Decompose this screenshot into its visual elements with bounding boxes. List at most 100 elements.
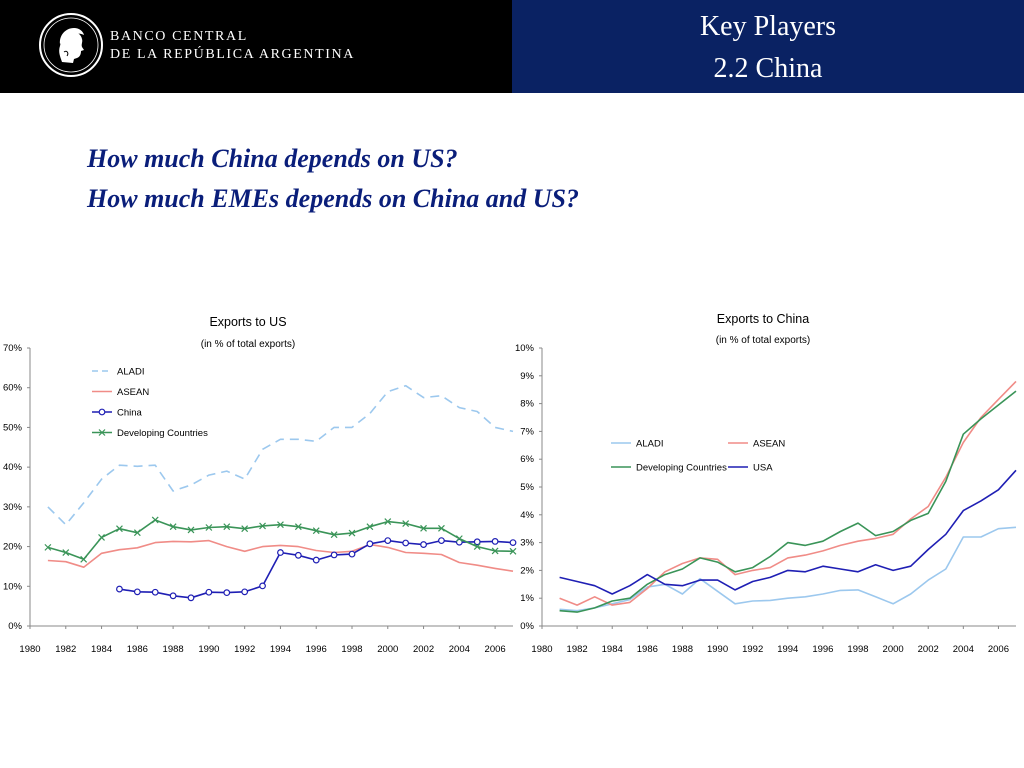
china-x-tick-label: 1986: [637, 644, 658, 655]
us-legend-developing-countries-label: Developing Countries: [117, 428, 208, 439]
us-x-tick-label: 1988: [163, 644, 184, 655]
china-x-tick-label: 2000: [883, 644, 904, 655]
china-chart-subtitle: (in % of total exports): [716, 335, 810, 346]
us-series-developing-countries-point: [277, 521, 284, 529]
us-x-tick-label: 1986: [127, 644, 148, 655]
us-series-china-point: [205, 588, 213, 596]
us-legend-asean-label: ASEAN: [117, 387, 149, 398]
us-series-developing-countries-point: [62, 549, 70, 556]
us-series-aladi-line: [47, 384, 514, 526]
us-legend-china-label: China: [117, 408, 143, 419]
us-series-china-point: [402, 539, 410, 547]
us-x-tick-label: 1998: [341, 644, 362, 655]
china-y-tick-label: 9%: [520, 371, 534, 382]
china-legend-developing-countries-label: Developing Countries: [636, 463, 727, 474]
china-y-tick-label: 8%: [520, 399, 534, 410]
bank-name-line-2: DE LA REPÚBLICA ARGENTINA: [110, 47, 355, 62]
china-y-tick-label: 3%: [520, 538, 534, 549]
china-y-tick-label: 10%: [515, 343, 535, 354]
china-legend-usa-label: USA: [753, 463, 773, 474]
us-y-tick-label: 60%: [3, 383, 23, 394]
us-series-china-point: [241, 588, 249, 596]
china-chart-title: Exports to China: [717, 312, 809, 326]
china-series-developing-countries-line: [559, 390, 1017, 613]
china-legend-aladi-label: ALADI: [636, 439, 663, 450]
question-china-on-us: How much China depends on US?: [87, 144, 458, 173]
us-series-china-point: [491, 538, 499, 545]
china-y-tick-label: 0%: [520, 621, 534, 632]
us-x-tick-label: 1992: [234, 644, 255, 655]
us-x-tick-label: 1990: [198, 644, 219, 655]
china-y-tick-label: 5%: [520, 482, 534, 493]
china-y-tick-label: 6%: [520, 454, 534, 465]
us-series-china-point: [169, 592, 177, 600]
us-series-china-point: [151, 588, 159, 596]
us-series-developing-countries-point: [133, 529, 141, 537]
us-series-developing-countries-point: [259, 522, 266, 530]
us-series-developing-countries-point: [455, 535, 463, 543]
us-series-china-point: [384, 537, 392, 545]
us-y-tick-label: 50%: [3, 422, 23, 433]
us-series-china-point: [294, 551, 302, 559]
us-x-tick-label: 1980: [19, 644, 40, 655]
us-chart-title: Exports to US: [209, 315, 286, 329]
us-series-developing-countries-point: [223, 523, 231, 531]
china-x-tick-label: 1988: [672, 644, 693, 655]
china-x-tick-label: 2002: [918, 644, 939, 655]
us-series-china-point: [133, 588, 141, 596]
us-series-china-point: [509, 539, 517, 546]
us-series-china-point: [366, 540, 374, 548]
slide-subtitle: 2.2 China: [713, 53, 823, 84]
us-series-developing-countries-point: [420, 524, 427, 532]
us-series-developing-countries-point: [473, 543, 481, 550]
us-x-tick-label: 2000: [377, 644, 398, 655]
us-series-developing-countries-point: [116, 525, 123, 533]
china-x-tick-label: 1994: [777, 644, 798, 655]
us-legend-developing-countries-marker: [98, 429, 106, 436]
us-series-developing-countries-point: [330, 531, 338, 539]
us-x-tick-label: 1996: [306, 644, 327, 655]
us-series-china-point: [187, 594, 195, 602]
us-x-tick-label: 1994: [270, 644, 291, 655]
us-chart-subtitle: (in % of total exports): [201, 339, 295, 350]
us-x-tick-label: 2004: [449, 644, 470, 655]
china-series-usa-line: [559, 469, 1017, 595]
us-series-developing-countries-point: [80, 555, 88, 563]
china-x-tick-label: 1984: [602, 644, 623, 655]
us-series-developing-countries-point: [366, 523, 374, 531]
slide-title: Key Players: [699, 11, 837, 42]
china-y-tick-label: 2%: [520, 565, 534, 576]
us-series-developing-countries-point: [348, 529, 356, 537]
china-x-tick-label: 1998: [847, 644, 868, 655]
china-x-tick-label: 2004: [953, 644, 974, 655]
us-y-tick-label: 40%: [3, 462, 23, 473]
us-series-china-point: [312, 556, 320, 564]
china-series-aladi-line: [559, 526, 1017, 612]
us-series-developing-countries-point: [151, 516, 159, 524]
question-emes-on-china-us: How much EMEs depends on China and US?: [87, 184, 579, 213]
china-y-tick-label: 1%: [520, 593, 534, 604]
us-series-china-point: [438, 537, 445, 545]
us-series-china-point: [259, 582, 266, 590]
us-y-tick-label: 0%: [8, 621, 22, 632]
china-y-tick-label: 4%: [520, 510, 534, 521]
us-series-china-point: [330, 551, 338, 559]
us-series-china-point: [348, 550, 356, 558]
us-series-asean-line: [47, 539, 514, 572]
us-series-china-point: [116, 585, 123, 593]
us-series-developing-countries-point: [169, 523, 177, 531]
us-legend-aladi-label: ALADI: [117, 367, 144, 378]
us-series-developing-countries-point: [98, 534, 105, 541]
china-x-tick-label: 2006: [988, 644, 1009, 655]
us-legend-china-marker: [98, 408, 106, 416]
us-series-developing-countries-point: [312, 527, 320, 535]
us-series-developing-countries-point: [384, 518, 392, 525]
us-y-tick-label: 20%: [3, 542, 23, 553]
china-x-tick-label: 1982: [567, 644, 588, 655]
us-series-developing-countries-point: [205, 524, 213, 531]
bank-name-line-1: BANCO CENTRAL: [110, 29, 248, 44]
bank-header-panel: BANCO CENTRAL DE LA REPÚBLICA ARGENTINA: [0, 0, 512, 93]
us-series-developing-countries-point: [294, 523, 302, 531]
republic-head-seal-icon: [39, 13, 103, 77]
